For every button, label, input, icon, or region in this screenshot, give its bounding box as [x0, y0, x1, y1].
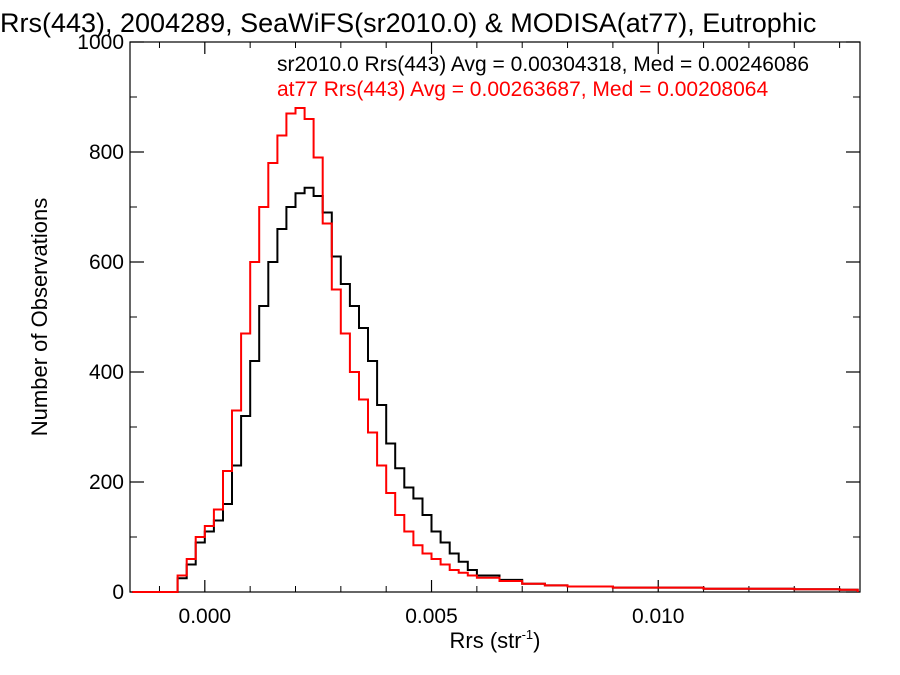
- x-axis-label-close: ): [533, 628, 540, 653]
- y-tick-label: 600: [89, 251, 124, 274]
- series-line-2: [132, 107, 859, 593]
- y-tick-label: 400: [89, 361, 124, 384]
- legend-entry-series-2: at77 Rrs(443) Avg = 0.00263687, Med = 0.…: [277, 78, 768, 101]
- y-tick-label: 800: [89, 141, 124, 164]
- y-tick-label: 200: [89, 471, 124, 494]
- y-tick-label: 0: [112, 581, 124, 604]
- chart-title: Rrs(443), 2004289, SeaWiFS(sr2010.0) & M…: [0, 8, 816, 38]
- y-tick-label: 1000: [77, 31, 124, 54]
- series-layer: [132, 107, 859, 593]
- y-axis-label: Number of Observations: [27, 198, 52, 436]
- x-axis-label-main: Rrs (str: [450, 628, 522, 653]
- x-axis-label: Rrs (str-1): [450, 627, 541, 653]
- legend-entry-series-1: sr2010.0 Rrs(443) Avg = 0.00304318, Med …: [277, 53, 809, 76]
- x-tick-label: 0.005: [405, 605, 458, 628]
- x-tick-label: 0.000: [179, 605, 232, 628]
- legend: sr2010.0 Rrs(443) Avg = 0.00304318, Med …: [277, 53, 809, 101]
- plot-area: 0.000 0.005 0.010 0 200 400 600 800 1000: [77, 31, 861, 628]
- x-tick-label: 0.010: [632, 605, 685, 628]
- x-axis-label-superscript: -1: [522, 627, 534, 642]
